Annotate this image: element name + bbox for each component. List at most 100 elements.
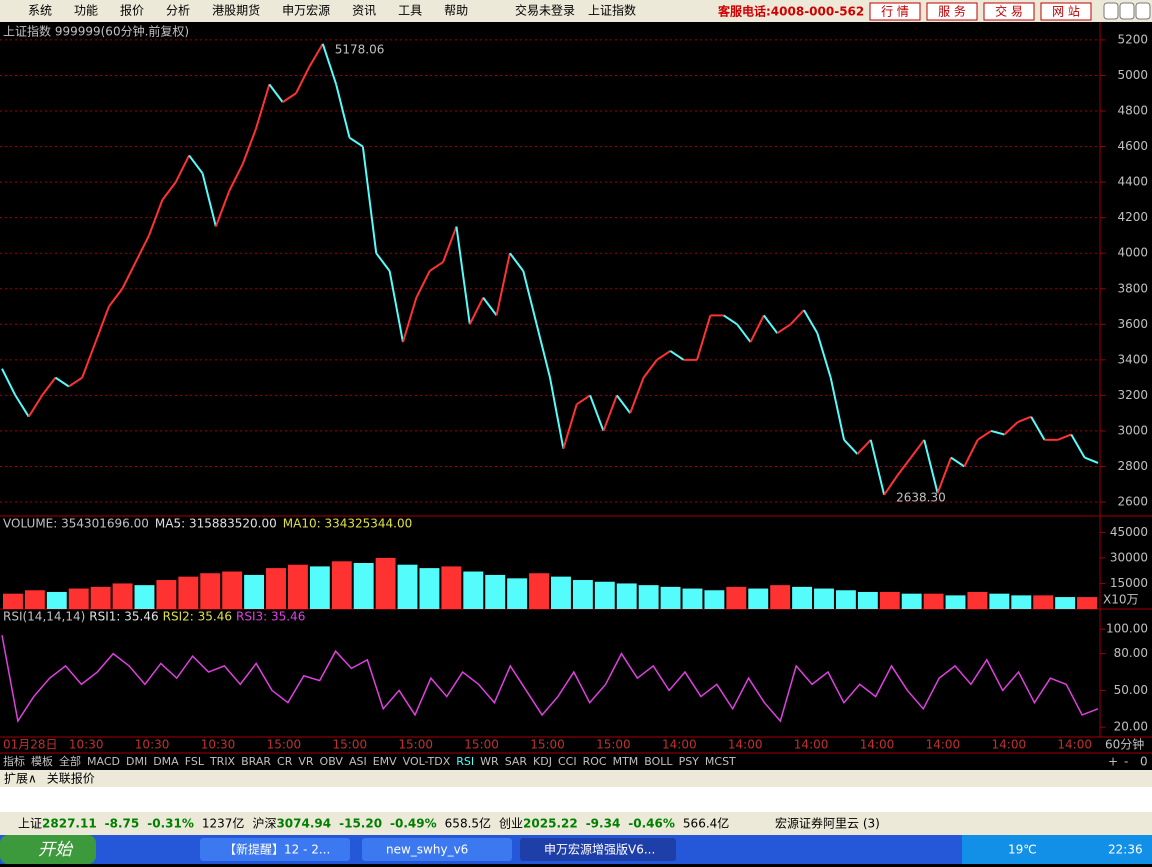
task-window-label[interactable]: 申万宏源增强版V6...: [544, 842, 655, 857]
status-bar: [0, 812, 1152, 835]
indicator-tab[interactable]: CCI: [558, 755, 577, 768]
task-window-label[interactable]: new_swhy_v6: [386, 843, 468, 857]
price-segment: [549, 377, 565, 449]
menu-item[interactable]: 港股期货: [212, 3, 260, 18]
indicator-tab[interactable]: MTM: [613, 755, 639, 768]
price-segment: [134, 234, 150, 263]
indicator-tab[interactable]: FSL: [185, 755, 205, 768]
zoom-button[interactable]: +: [1108, 755, 1118, 769]
price-segment: [803, 309, 819, 334]
indicator-tab[interactable]: WR: [480, 755, 499, 768]
menu-button-label[interactable]: 服 务: [938, 4, 966, 19]
menu-item[interactable]: 报价: [120, 3, 144, 18]
indicator-tab[interactable]: BRAR: [241, 755, 271, 768]
status-item: -0.31%: [147, 817, 194, 831]
y-tick-label: 20.00: [1114, 720, 1148, 734]
menu-button[interactable]: [869, 2, 921, 21]
price-segment: [188, 154, 204, 174]
volume-bar: [814, 588, 834, 609]
price-segment: [936, 457, 952, 494]
volume-bar: [463, 571, 484, 609]
start-button[interactable]: [0, 835, 96, 864]
price-segment: [268, 83, 284, 103]
volume-bar: [726, 586, 747, 609]
volume-bar: [857, 591, 878, 609]
menu-item[interactable]: 资讯: [352, 4, 376, 18]
price-segment: [656, 350, 671, 361]
menu-button-label[interactable]: 网 站: [1052, 5, 1080, 19]
menu-button-label[interactable]: 行 情: [881, 5, 909, 19]
menu-item[interactable]: 工具: [398, 4, 422, 18]
bottom-tab[interactable]: 关联报价: [47, 771, 95, 786]
indicator-tab[interactable]: DMA: [153, 755, 179, 768]
indicator-tab[interactable]: 模板: [31, 754, 53, 768]
price-segment: [174, 155, 191, 183]
indicator-tab[interactable]: BOLL: [644, 755, 673, 768]
indicator-tab[interactable]: VR: [298, 755, 314, 768]
bottom-tab[interactable]: 扩展∧: [4, 772, 37, 786]
price-segment: [402, 297, 418, 343]
start-label[interactable]: 开始: [38, 840, 74, 860]
window-button[interactable]: [1103, 2, 1119, 20]
volume-bar: [178, 576, 199, 609]
status-item: -15.20: [339, 817, 382, 831]
zoom-button[interactable]: -: [1124, 755, 1128, 769]
x-tick-label: 14:00: [926, 738, 961, 752]
indicator-tab[interactable]: OBV: [320, 755, 344, 768]
indicator-tab[interactable]: RSI: [456, 755, 474, 768]
indicator-tab[interactable]: MCST: [705, 755, 736, 768]
menu-button[interactable]: [1040, 2, 1092, 21]
menu-item[interactable]: 帮助: [444, 4, 468, 18]
status-item: -0.46%: [628, 817, 675, 831]
y-tick-label: 4800: [1117, 104, 1148, 118]
volume-bar: [156, 580, 177, 609]
menu-item[interactable]: 系统: [28, 4, 52, 18]
volume-label: MA5: 315883520.00: [155, 517, 277, 531]
task-window-label[interactable]: 【新提醒】12 - 2...: [224, 842, 330, 857]
indicator-tab[interactable]: SAR: [505, 755, 528, 768]
x-tick-label: 15:00: [596, 738, 631, 752]
menu-button[interactable]: [983, 2, 1035, 21]
x-tick-label: 15:00: [398, 738, 433, 752]
volume-bar: [68, 588, 89, 609]
volume-bar: [1055, 597, 1076, 609]
volume-bar: [134, 585, 155, 609]
indicator-tab[interactable]: TRIX: [209, 755, 236, 768]
indicator-tab[interactable]: VOL-TDX: [403, 755, 451, 768]
task-window[interactable]: [362, 838, 512, 861]
task-window[interactable]: [200, 838, 350, 861]
task-window[interactable]: [520, 838, 676, 861]
price-segment: [669, 350, 685, 361]
indicator-tab[interactable]: KDJ: [533, 755, 552, 768]
rsi-label: RSI3: 35.46: [236, 610, 305, 624]
indicator-tab[interactable]: CR: [277, 755, 293, 768]
price-segment: [375, 252, 391, 272]
price-segment: [201, 172, 217, 227]
volume-bar: [572, 580, 593, 609]
indicator-tab[interactable]: ASI: [349, 755, 367, 768]
indicator-tab[interactable]: EMV: [373, 755, 397, 768]
window-button[interactable]: [1119, 2, 1135, 20]
menu-item[interactable]: 申万宏源: [282, 3, 330, 18]
price-segment: [990, 429, 1005, 436]
indicator-tab[interactable]: PSY: [679, 755, 700, 768]
indicator-tab[interactable]: 全部: [59, 754, 81, 768]
price-segment: [121, 261, 137, 290]
menu-button[interactable]: [926, 2, 978, 21]
zoom-button[interactable]: 0: [1140, 755, 1148, 769]
price-segment: [68, 376, 83, 388]
menu-item[interactable]: 功能: [74, 4, 98, 18]
indicator-tab[interactable]: ROC: [583, 755, 607, 768]
indicator-tab[interactable]: DMI: [126, 755, 147, 768]
price-segment: [843, 439, 859, 455]
price-segment: [1084, 456, 1099, 464]
volume-bar: [748, 588, 769, 609]
menu-button-label[interactable]: 交 易: [995, 4, 1023, 19]
window-button[interactable]: [1135, 2, 1151, 20]
menu-item[interactable]: 分析: [166, 4, 190, 18]
indicator-tab[interactable]: MACD: [87, 755, 120, 768]
x-tick-label: 14:00: [794, 738, 829, 752]
indicator-tab[interactable]: 指标: [3, 754, 25, 768]
price-segment: [869, 439, 886, 496]
status-item: 658.5亿: [445, 816, 491, 831]
